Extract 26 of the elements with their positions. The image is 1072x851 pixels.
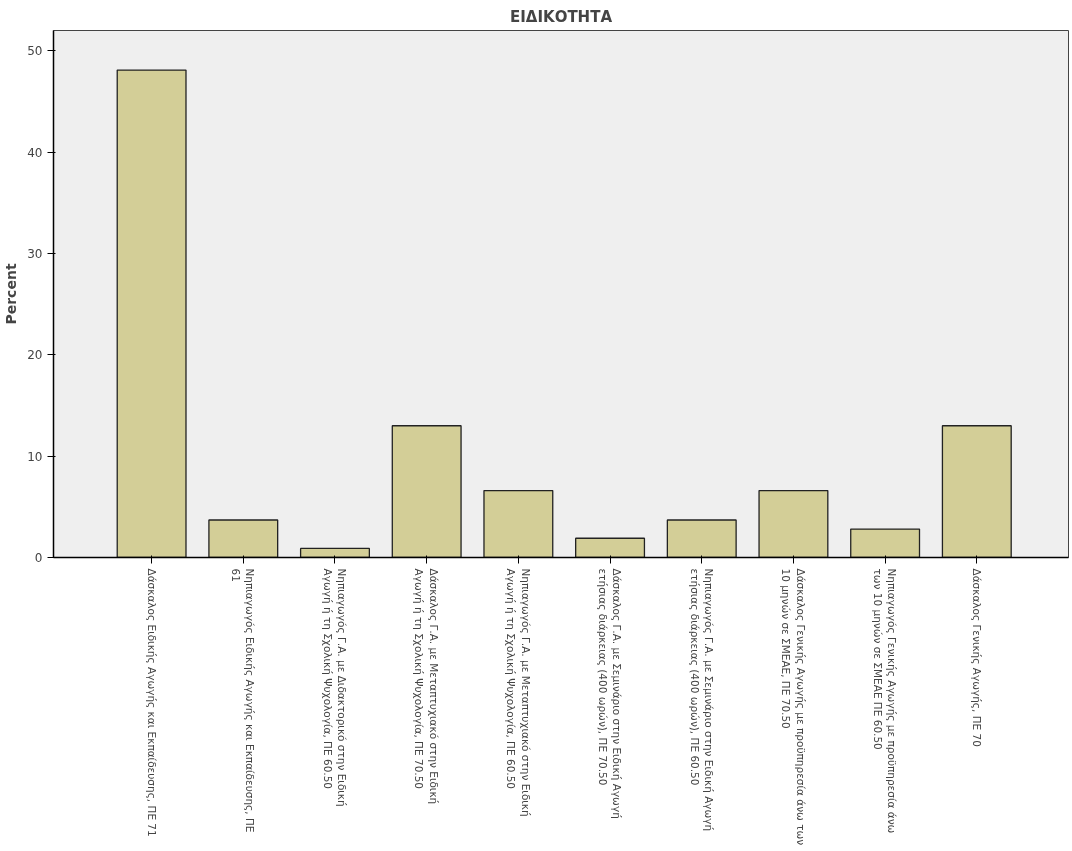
- chart-title: ΕΙΔΙΚΟΤΗΤΑ: [509, 7, 613, 26]
- x-tick-label: Δάσκαλος Γ.Α. με Μεταπτυχιακό στην Ειδική Αγωγή ή τη Σχολική Ψυχολογία, ΠΕ 70.50: [413, 568, 440, 805]
- bar: [483, 489, 554, 558]
- y-axis-title: Percent: [3, 263, 20, 325]
- bar: [758, 489, 829, 558]
- y-tick-label: 20: [27, 348, 43, 363]
- y-tick-label: 50: [27, 44, 43, 59]
- bar: [941, 425, 1012, 558]
- x-tick-label: Νηπιαγωγός Ειδικής Αγωγής και Εκπαίδευσης, ΠΕ 61: [230, 568, 257, 833]
- y-tick-label: 30: [27, 246, 43, 261]
- x-tick-label: Δάσκαλος Γ.Α. με Σεμινάριο στην Ειδική Αγωγή ετήσιας διάρκειας (400 ωρών), ΠΕ 70.50: [596, 568, 624, 819]
- bar: [575, 537, 646, 558]
- bar: [850, 528, 921, 558]
- x-tick-label: Νηπιαγωγός Γ.Α. με Μεταπτυχιακό στην Ειδική Αγωγή ή τη Σχολική Ψυχολογία, ΠΕ 60.50: [505, 568, 532, 817]
- y-tick-label: 10: [27, 449, 43, 464]
- x-tick-label: Δάσκαλος Ειδικής Αγωγής και Εκπαίδευσης, ΠΕ 71: [145, 568, 158, 837]
- x-tick-label: Δάσκαλος Γενικής Αγωγής, ΠΕ 70: [970, 568, 983, 747]
- y-tick-label: 0: [34, 551, 43, 565]
- bar: [208, 519, 279, 558]
- x-tick-label: Νηπιαγωγός Γ.Α. με Διδακτορικό στην Ειδική Αγωγή ή τη Σχολική Ψυχολογία, ΠΕ 60.50: [321, 568, 349, 807]
- bar: [391, 425, 462, 558]
- bar: [116, 69, 187, 558]
- bar: [666, 519, 737, 558]
- bar: [299, 547, 371, 558]
- y-tick-label: 40: [27, 145, 43, 160]
- x-tick-label: Νηπιαγωγός Γενικής Αγωγής με προϋπηρεσία άνω των 10 μηνών σε ΣΜΕΑΕ ΠΕ 60.50: [871, 568, 899, 834]
